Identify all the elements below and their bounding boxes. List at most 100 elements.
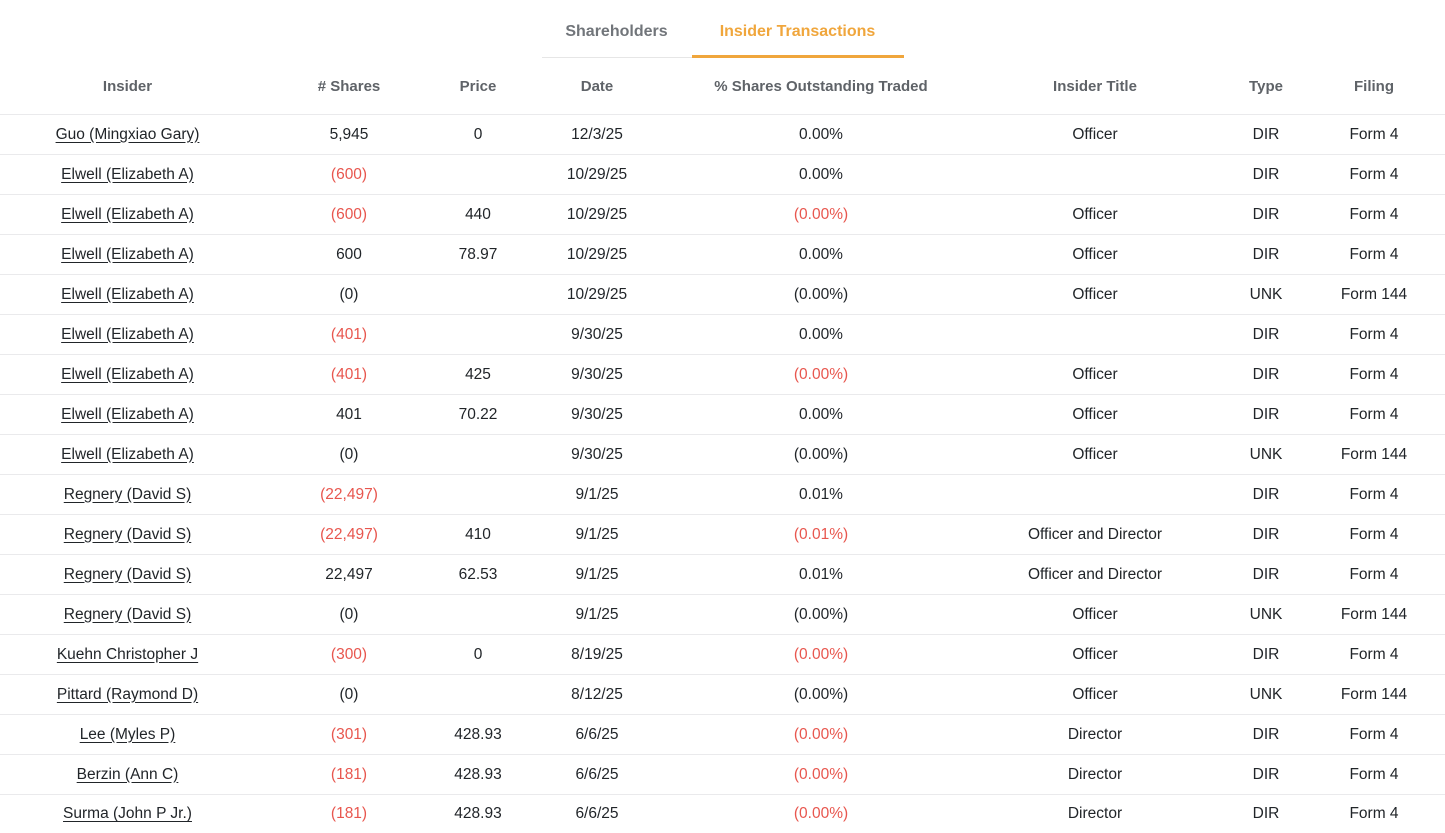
type-cell: DIR [1252, 805, 1280, 822]
pct-traded-cell: (0.01%) [793, 525, 849, 543]
price-cell: 425 [465, 365, 491, 383]
insider-cell: Elwell (Elizabeth A) [0, 366, 255, 384]
shares-cell: (600) [330, 165, 368, 183]
insider-link[interactable]: Elwell (Elizabeth A) [61, 285, 194, 303]
insider-cell: Elwell (Elizabeth A) [0, 286, 255, 304]
pct-traded-cell: (0.00%) [793, 805, 849, 822]
insider-link[interactable]: Guo (Mingxiao Gary) [55, 125, 200, 143]
column-header-insider-title: Insider Title [1053, 77, 1137, 95]
date-cell: 9/30/25 [571, 325, 623, 343]
insider-cell: Elwell (Elizabeth A) [0, 166, 255, 184]
filing-cell: Form 4 [1349, 805, 1399, 822]
insider-title-cell: Officer [1072, 245, 1118, 263]
shares-cell: 22,497 [325, 565, 373, 583]
insider-link[interactable]: Berzin (Ann C) [76, 765, 179, 783]
filing-cell: Form 4 [1349, 165, 1399, 183]
filing-cell: Form 4 [1349, 525, 1399, 543]
table-row: Berzin (Ann C) (181) 428.93 6/6/25 (0.00… [0, 754, 1445, 794]
date-cell: 6/6/25 [575, 765, 619, 783]
insider-title-cell: Officer [1072, 205, 1118, 223]
insider-cell: Regnery (David S) [0, 486, 255, 504]
date-cell: 12/3/25 [571, 125, 623, 143]
date-cell: 10/29/25 [566, 165, 628, 183]
shares-cell: (0) [339, 285, 359, 303]
type-cell: DIR [1252, 325, 1280, 343]
type-cell: DIR [1252, 765, 1280, 783]
insider-link[interactable]: Regnery (David S) [63, 485, 192, 503]
table-row: Kuehn Christopher J (300) 0 8/19/25 (0.0… [0, 634, 1445, 674]
shares-cell: (22,497) [320, 485, 378, 503]
pct-traded-cell: (0.00%) [793, 765, 849, 783]
type-cell: UNK [1249, 285, 1283, 303]
tab-shareholders[interactable]: Shareholders [541, 23, 692, 58]
pct-traded-cell: 0.00% [799, 325, 843, 343]
date-cell: 9/30/25 [571, 445, 623, 463]
insider-link[interactable]: Regnery (David S) [63, 525, 192, 543]
pct-traded-cell: (0.00%) [793, 445, 849, 463]
date-cell: 9/1/25 [575, 525, 619, 543]
table-row: Elwell (Elizabeth A) (401) 9/30/25 0.00%… [0, 314, 1445, 354]
insider-link[interactable]: Elwell (Elizabeth A) [61, 405, 194, 423]
insider-link[interactable]: Kuehn Christopher J [56, 645, 199, 663]
type-cell: DIR [1252, 485, 1280, 503]
insider-title-cell: Director [1067, 805, 1123, 822]
insider-link[interactable]: Surma (John P Jr.) [63, 805, 192, 822]
column-header-type: Type [1249, 77, 1283, 95]
insider-title-cell: Officer [1072, 445, 1118, 463]
filing-cell: Form 4 [1349, 645, 1399, 663]
shares-cell: (181) [330, 765, 368, 783]
insider-link[interactable]: Elwell (Elizabeth A) [61, 205, 194, 223]
insider-title-cell: Officer [1072, 405, 1118, 423]
table-row: Elwell (Elizabeth A) (0) 9/30/25 (0.00%)… [0, 434, 1445, 474]
type-cell: UNK [1249, 605, 1283, 623]
table-row: Elwell (Elizabeth A) 401 70.22 9/30/25 0… [0, 394, 1445, 434]
price-cell: 428.93 [454, 725, 502, 743]
filing-cell: Form 4 [1349, 725, 1399, 743]
column-header-filing: Filing [1354, 77, 1394, 95]
filing-cell: Form 4 [1349, 325, 1399, 343]
insider-link[interactable]: Lee (Myles P) [79, 725, 176, 743]
pct-traded-cell: (0.00%) [793, 365, 849, 383]
date-cell: 8/12/25 [571, 685, 623, 703]
shares-cell: (0) [339, 605, 359, 623]
insider-title-cell: Officer [1072, 645, 1118, 663]
table-row: Elwell (Elizabeth A) (0) 10/29/25 (0.00%… [0, 274, 1445, 314]
insider-title-cell: Officer [1072, 285, 1118, 303]
insider-cell: Regnery (David S) [0, 566, 255, 584]
pct-traded-cell: (0.00%) [793, 205, 849, 223]
tab-insider-transactions[interactable]: Insider Transactions [691, 23, 904, 58]
insider-cell: Berzin (Ann C) [0, 766, 255, 784]
insider-cell: Regnery (David S) [0, 526, 255, 544]
pct-traded-cell: 0.00% [799, 125, 843, 143]
insider-link[interactable]: Elwell (Elizabeth A) [61, 365, 194, 383]
price-cell: 62.53 [458, 565, 498, 583]
type-cell: DIR [1252, 165, 1280, 183]
insider-transactions-table: Insider # Shares Price Date % Shares Out… [0, 58, 1445, 833]
insider-link[interactable]: Regnery (David S) [63, 565, 192, 583]
type-cell: DIR [1252, 725, 1280, 743]
insider-link[interactable]: Elwell (Elizabeth A) [61, 445, 194, 463]
insider-cell: Regnery (David S) [0, 606, 255, 624]
filing-cell: Form 4 [1349, 245, 1399, 263]
insider-cell: Elwell (Elizabeth A) [0, 326, 255, 344]
shares-cell: 600 [336, 245, 362, 263]
date-cell: 9/30/25 [571, 405, 623, 423]
date-cell: 10/29/25 [566, 205, 628, 223]
shares-cell: (0) [339, 445, 359, 463]
filing-cell: Form 4 [1349, 125, 1399, 143]
price-cell: 428.93 [454, 805, 502, 822]
type-cell: DIR [1252, 365, 1280, 383]
pct-traded-cell: (0.00%) [793, 605, 849, 623]
filing-cell: Form 4 [1349, 565, 1399, 583]
table-body: Guo (Mingxiao Gary) 5,945 0 12/3/25 0.00… [0, 114, 1445, 833]
insider-link[interactable]: Elwell (Elizabeth A) [61, 165, 194, 183]
insider-title-cell: Officer and Director [1027, 525, 1163, 543]
insider-link[interactable]: Elwell (Elizabeth A) [61, 245, 194, 263]
tab-bar: Shareholders Insider Transactions [0, 0, 1445, 58]
price-cell: 410 [465, 525, 491, 543]
table-row: Elwell (Elizabeth A) (401) 425 9/30/25 (… [0, 354, 1445, 394]
insider-link[interactable]: Elwell (Elizabeth A) [61, 325, 194, 343]
price-cell: 428.93 [454, 765, 502, 783]
insider-link[interactable]: Pittard (Raymond D) [56, 685, 199, 703]
insider-link[interactable]: Regnery (David S) [63, 605, 192, 623]
